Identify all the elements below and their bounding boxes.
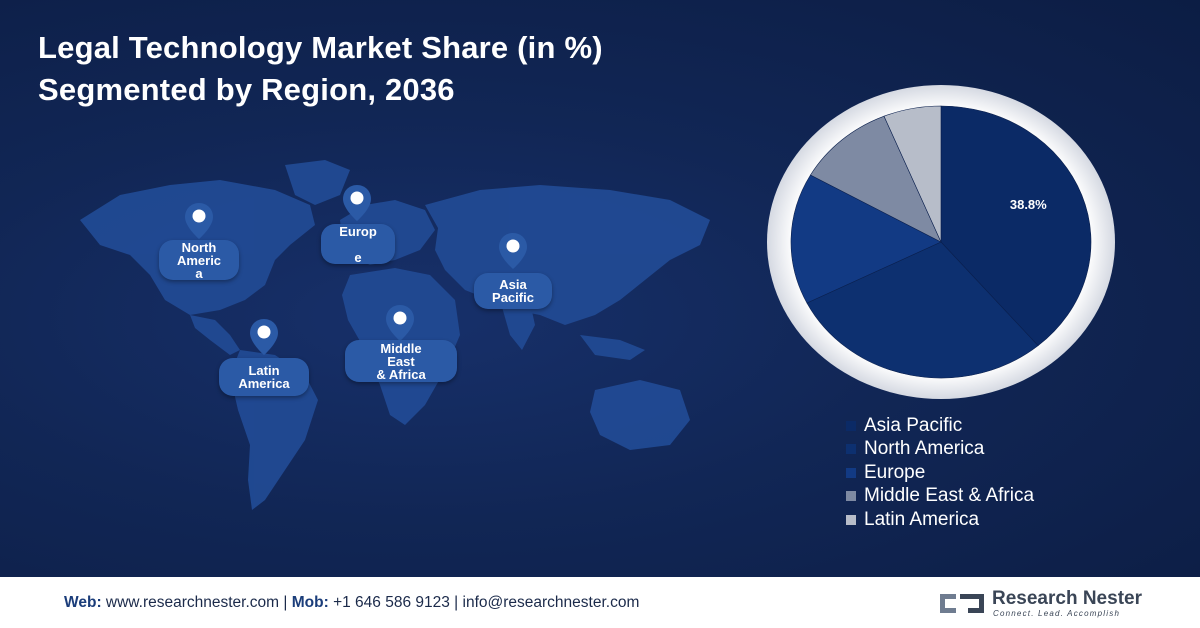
location-pin-icon xyxy=(185,203,213,239)
location-pin-icon xyxy=(499,233,527,269)
legend-item: Europe xyxy=(846,461,1034,485)
map-greenland xyxy=(285,160,350,205)
legend-item: Latin America xyxy=(846,508,1034,532)
logo-name: Research Nester xyxy=(992,588,1142,609)
location-pin-icon xyxy=(343,185,371,221)
legend-item: North America xyxy=(846,438,1034,462)
separator: | xyxy=(454,594,459,611)
pie-data-label: 38.8% xyxy=(1010,197,1047,212)
map-label-asia-pacific: Asia Pacific xyxy=(474,273,552,309)
web-value: www.researchnester.com xyxy=(105,594,280,611)
map-india xyxy=(500,300,535,350)
legend-item: Middle East & Africa xyxy=(846,485,1034,509)
legend-item: Asia Pacific xyxy=(846,414,1034,438)
legend-swatch xyxy=(846,444,856,455)
legend-label: Latin America xyxy=(864,508,980,530)
chart-title-line-2: Segmented by Region, 2036 xyxy=(38,72,455,107)
location-pin-icon xyxy=(386,305,414,341)
map-se-asia xyxy=(580,335,645,360)
legend-swatch xyxy=(846,491,856,502)
chart-title-line-1: Legal Technology Market Share (in %) xyxy=(38,30,603,65)
footer-bar: Web: www.researchnester.com | Mob: +1 64… xyxy=(0,577,1200,628)
email-value: info@researchnester.com xyxy=(462,594,640,611)
separator: | xyxy=(283,594,288,611)
contact-info: Web: www.researchnester.com | Mob: +1 64… xyxy=(64,594,639,612)
map-asia xyxy=(425,185,710,325)
pie-slice-europe xyxy=(790,174,942,304)
map-central-america xyxy=(190,315,240,355)
pie-slice-latin-america xyxy=(883,105,942,243)
legend-swatch xyxy=(846,514,856,525)
legend-swatch xyxy=(846,420,856,431)
legend-swatch xyxy=(846,467,856,478)
legend-label: Middle East & Africa xyxy=(864,485,1035,507)
legend-label: North America xyxy=(864,438,985,460)
logo-tagline: Connect. Lead. Accomplish xyxy=(993,609,1121,618)
pie-slice-asia-pacific xyxy=(940,105,1092,347)
map-australia xyxy=(590,380,690,450)
legend-label: Asia Pacific xyxy=(864,414,963,436)
web-label: Web: xyxy=(64,594,102,611)
map-label-middle-east-africa: Middle East & Africa xyxy=(345,340,457,382)
logo-mark-icon xyxy=(940,594,984,613)
legend-label: Europe xyxy=(864,461,926,483)
map-label-latin-america: Latin America xyxy=(219,358,309,396)
research-nester-logo: Research Nester Connect. Lead. Accomplis… xyxy=(936,585,1146,621)
mob-value: +1 646 586 9123 xyxy=(333,594,450,611)
chart-legend: Asia Pacific North America Europe Middle Ea… xyxy=(846,414,1034,532)
mob-label: Mob: xyxy=(291,594,329,611)
map-label-europe: Europ e xyxy=(321,224,395,264)
map-label-north-america: North Americ a xyxy=(159,240,239,280)
pie-slice-middle-east-africa xyxy=(810,115,942,243)
location-pin-icon xyxy=(250,319,278,355)
pie-chart: 38.8% xyxy=(767,85,1115,399)
pie-slice-north-america xyxy=(806,241,1039,379)
